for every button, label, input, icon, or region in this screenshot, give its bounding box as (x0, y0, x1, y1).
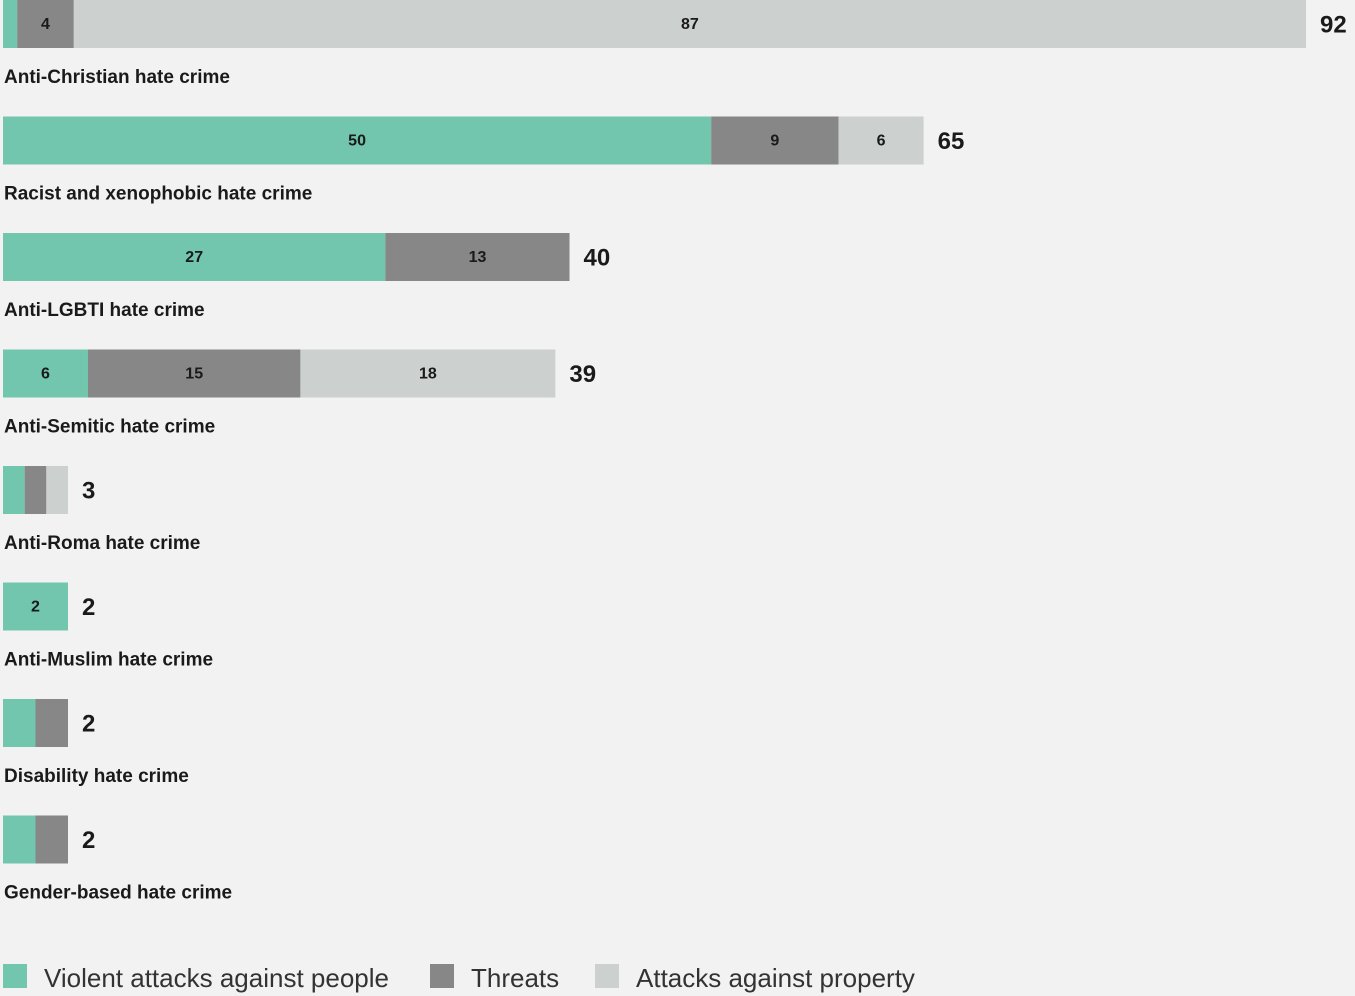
segment-label: 13 (469, 249, 487, 266)
bar-segment (711, 116, 839, 165)
category-label: Anti-Roma hate crime (4, 533, 200, 554)
segment-label: 18 (419, 366, 437, 383)
bar-segment (3, 0, 18, 48)
bar-segment (35, 815, 68, 864)
legend-label: Violent attacks against people (44, 963, 389, 993)
total-label: 3 (82, 477, 95, 504)
bar-segment (3, 466, 25, 514)
bar-segment (3, 815, 36, 864)
total-label: 39 (569, 361, 596, 388)
segment-label: 4 (41, 16, 50, 33)
bar-segment (300, 349, 556, 398)
segment-label: 6 (41, 366, 50, 383)
total-label: 65 (938, 128, 965, 155)
segment-label: 50 (348, 133, 366, 150)
legend-label: Threats (471, 963, 559, 993)
bar-segment (3, 699, 36, 747)
category-label: Gender-based hate crime (4, 883, 232, 904)
segment-label: 27 (185, 249, 203, 266)
bar-segment (87, 349, 301, 398)
bar-segment (35, 699, 68, 747)
total-label: 92 (1320, 11, 1347, 38)
total-label: 2 (82, 827, 95, 854)
bar-segment (73, 0, 1307, 48)
bar-segment (385, 233, 570, 281)
category-label: Racist and xenophobic hate crime (4, 184, 312, 205)
bar-segment (3, 116, 712, 165)
bar-segment (3, 582, 68, 631)
total-label: 2 (82, 710, 95, 737)
category-label: Disability hate crime (4, 766, 189, 787)
legend-swatch (430, 964, 454, 988)
total-label: 40 (584, 244, 611, 271)
segment-label: 6 (877, 133, 886, 150)
segment-label: 9 (770, 133, 779, 150)
total-label: 2 (82, 594, 95, 621)
legend-swatch (3, 964, 27, 988)
bar-segment (46, 466, 68, 514)
bar-segment (3, 349, 88, 398)
category-label: Anti-Semitic hate crime (4, 417, 215, 438)
legend-label: Attacks against property (636, 963, 915, 993)
bar-segment (3, 233, 386, 281)
category-label: Anti-Muslim hate crime (4, 650, 213, 671)
segment-label: 87 (681, 16, 699, 33)
bar-segment (24, 466, 47, 514)
legend-swatch (595, 964, 619, 988)
segment-label: 15 (185, 366, 203, 383)
bar-segment (17, 0, 74, 48)
category-label: Anti-LGBTI hate crime (4, 300, 205, 321)
segment-label: 2 (31, 599, 40, 616)
category-label: Anti-Christian hate crime (4, 67, 230, 88)
bar-segment (838, 116, 924, 165)
